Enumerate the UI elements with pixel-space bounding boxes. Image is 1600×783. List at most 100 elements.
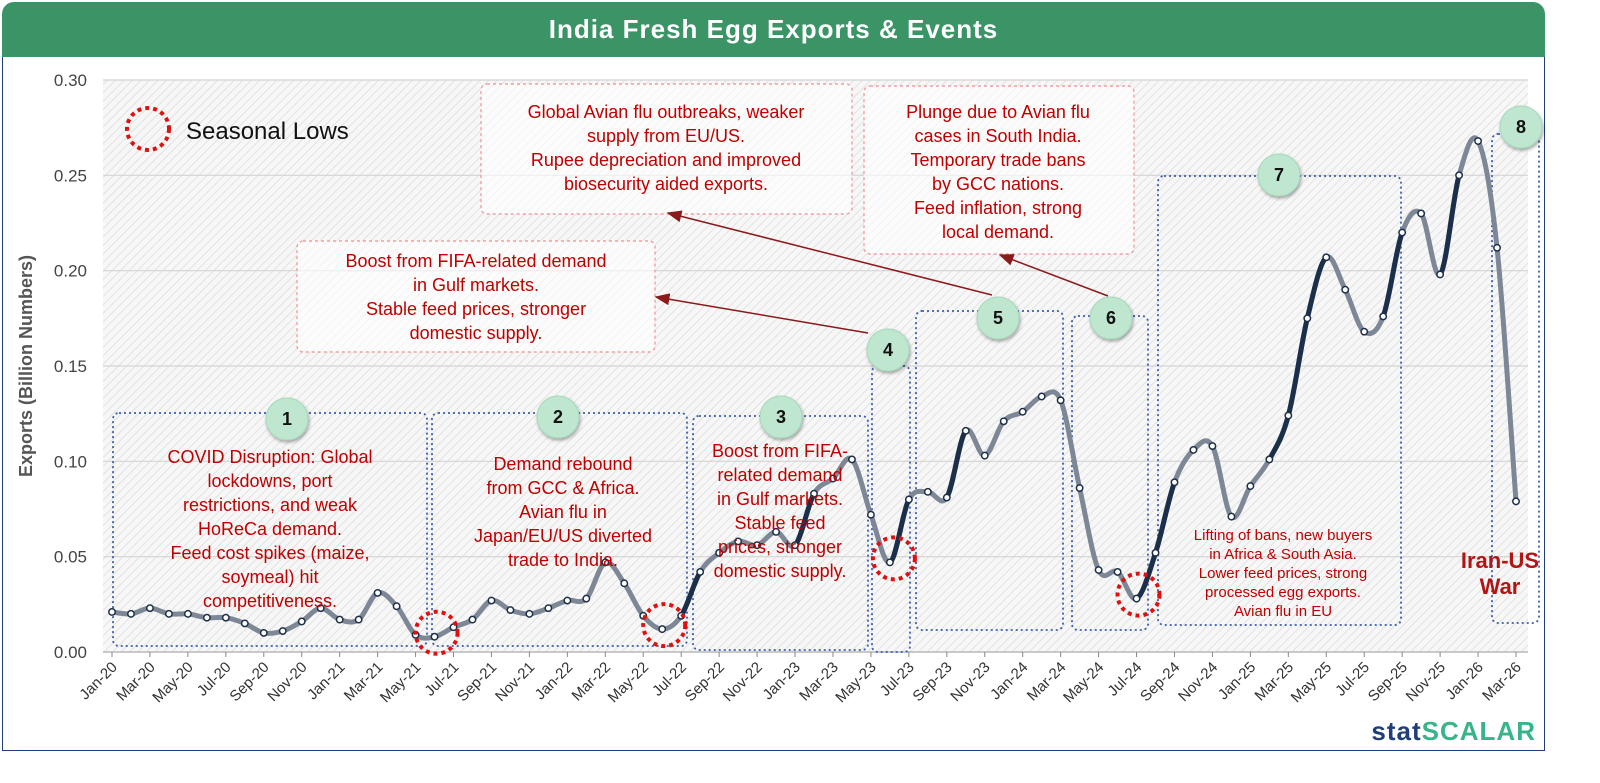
event-1-text: HoReCa demand. bbox=[198, 519, 342, 539]
chart-title: India Fresh Egg Exports & Events bbox=[548, 14, 999, 44]
x-tick-label: Jan-21 bbox=[304, 659, 348, 703]
data-point bbox=[1455, 171, 1464, 180]
y-tick-label: 0.00 bbox=[54, 643, 87, 662]
x-tick-label: Sep-24 bbox=[1137, 659, 1183, 705]
data-point bbox=[1398, 228, 1407, 237]
data-point bbox=[316, 604, 325, 613]
y-tick-label: 0.15 bbox=[54, 357, 87, 376]
event-4-text: in Gulf markets. bbox=[413, 275, 539, 295]
y-axis: 0.00 0.05 0.10 0.15 0.20 0.25 0.30 bbox=[54, 71, 87, 662]
event-badge-8-label: 8 bbox=[1516, 117, 1526, 137]
event-1-text: competitiveness. bbox=[203, 591, 337, 611]
arrow-4 bbox=[654, 293, 869, 334]
x-axis: Jan-20Mar-20May-20Jul-20Sep-20Nov-20Jan-… bbox=[76, 652, 1525, 706]
data-point bbox=[772, 527, 781, 536]
data-point bbox=[810, 489, 818, 498]
event-1-text: COVID Disruption: Global bbox=[167, 447, 372, 467]
data-point bbox=[240, 619, 249, 628]
data-point bbox=[1094, 566, 1103, 574]
data-point bbox=[753, 541, 762, 550]
event-6-text: by GCC nations. bbox=[932, 174, 1064, 194]
event-2-text: trade to India. bbox=[508, 550, 618, 570]
x-tick-label: Jan-22 bbox=[532, 659, 576, 703]
x-tick-label: May-22 bbox=[605, 659, 652, 706]
event-1-text: soymeal) hit bbox=[221, 567, 318, 587]
event-badge-2-label: 2 bbox=[553, 407, 563, 427]
data-point bbox=[791, 541, 799, 550]
x-tick-label: Nov-25 bbox=[1403, 659, 1449, 705]
chart-frame bbox=[2, 57, 1545, 751]
event-4-text: Boost from FIFA-related demand bbox=[345, 251, 606, 271]
data-point bbox=[1151, 548, 1160, 557]
event-5-text: Global Avian flu outbreaks, weaker bbox=[528, 102, 805, 122]
series-segment-rising bbox=[1380, 230, 1405, 319]
annotation-box-5 bbox=[480, 83, 853, 215]
event-badge-6-label: 6 bbox=[1106, 308, 1116, 328]
data-point bbox=[202, 613, 211, 622]
data-point bbox=[1341, 285, 1350, 294]
event-5-text: Rupee depreciation and improved bbox=[531, 150, 801, 170]
x-tick-label: Jan-25 bbox=[1215, 659, 1259, 703]
data-point bbox=[183, 609, 192, 618]
data-point bbox=[904, 495, 913, 504]
y-axis-label: Exports (Billion Numbers) bbox=[16, 255, 36, 477]
event-8-text: Iran-US bbox=[1461, 548, 1539, 573]
data-point bbox=[696, 567, 705, 576]
series-exports bbox=[108, 135, 1520, 641]
data-point bbox=[1436, 270, 1445, 279]
event-2-text: Japan/EU/US diverted bbox=[474, 526, 652, 546]
data-point bbox=[980, 451, 989, 460]
title-banner: India Fresh Egg Exports & Events bbox=[2, 2, 1545, 57]
event-2-text: from GCC & Africa. bbox=[486, 478, 639, 498]
x-tick-label: Jan-20 bbox=[76, 659, 120, 703]
data-point bbox=[847, 455, 856, 464]
series-segment-rising bbox=[1437, 172, 1462, 277]
event-badge-8 bbox=[1499, 105, 1543, 149]
event-7-text: Avian flu in EU bbox=[1234, 603, 1332, 620]
data-point bbox=[164, 609, 173, 618]
x-tick-label: Nov-22 bbox=[720, 659, 766, 705]
data-point bbox=[1512, 497, 1520, 506]
event-4-text: Stable feed prices, stronger bbox=[366, 299, 586, 319]
event-badges: 1 2 3 4 5 6 7 8 bbox=[265, 105, 1543, 441]
data-point bbox=[1360, 327, 1369, 336]
x-tick-label: Jan-26 bbox=[1442, 659, 1486, 703]
x-tick-label: Sep-22 bbox=[682, 659, 728, 705]
data-point bbox=[942, 493, 951, 502]
data-point bbox=[866, 510, 875, 519]
data-point bbox=[1474, 137, 1483, 145]
event-3-text: Stable feed bbox=[734, 513, 825, 533]
event-3-text: in Gulf markets. bbox=[717, 489, 843, 509]
data-point bbox=[259, 628, 268, 637]
data-point bbox=[1265, 455, 1274, 464]
series-segment-rising bbox=[1153, 479, 1177, 556]
x-tick-label: Jan-23 bbox=[759, 659, 803, 703]
seasonal-low-ring bbox=[870, 535, 917, 582]
event-1-text: lockdowns, port bbox=[207, 471, 332, 491]
event-1-text: restrictions, and weak bbox=[183, 495, 358, 515]
data-point bbox=[1284, 411, 1293, 420]
event-7-text: Lower feed prices, strong bbox=[1199, 565, 1367, 582]
data-point bbox=[1322, 253, 1331, 262]
data-point bbox=[829, 474, 837, 483]
event-badge-6 bbox=[1089, 296, 1133, 340]
arrow-5 bbox=[666, 210, 993, 296]
event-3-text: prices, stronger bbox=[718, 537, 842, 557]
event-6-text: Temporary trade bans bbox=[910, 150, 1085, 170]
data-point bbox=[1493, 243, 1501, 252]
data-point bbox=[601, 558, 610, 567]
gridlines bbox=[103, 79, 1528, 653]
data-point bbox=[278, 627, 287, 635]
x-tick-label: Sep-25 bbox=[1365, 659, 1411, 705]
data-point bbox=[297, 617, 306, 626]
data-point bbox=[885, 558, 894, 567]
data-point bbox=[999, 417, 1008, 426]
data-point bbox=[354, 615, 363, 624]
event-badge-3-label: 3 bbox=[776, 407, 786, 427]
data-point bbox=[221, 613, 230, 622]
event-7-text: in Africa & South Asia. bbox=[1209, 546, 1357, 563]
event-badge-5 bbox=[976, 296, 1020, 340]
legend-label: Seasonal Lows bbox=[186, 118, 349, 145]
data-point bbox=[1246, 482, 1255, 491]
